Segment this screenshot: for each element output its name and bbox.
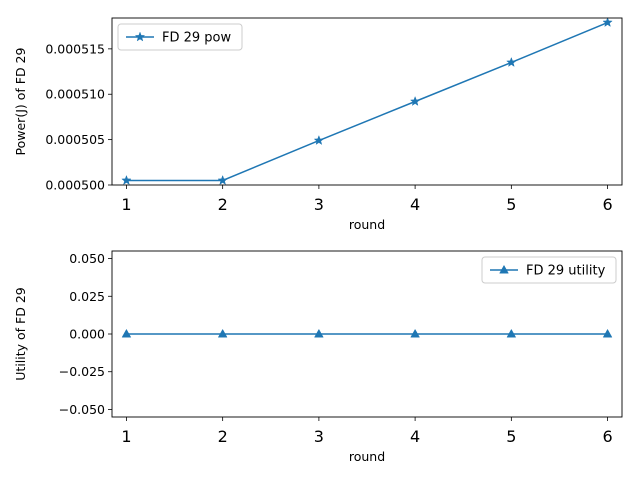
y-tick-label: −0.025 bbox=[59, 364, 105, 379]
data-point bbox=[121, 174, 132, 185]
y-axis-label: Power(J) of FD 29 bbox=[13, 47, 28, 155]
x-tick-label: 2 bbox=[218, 427, 228, 446]
legend-marker bbox=[499, 264, 509, 274]
x-tick-label: 5 bbox=[506, 427, 516, 446]
axes-frame bbox=[111, 250, 623, 418]
x-tick-label: 3 bbox=[314, 195, 324, 214]
axes-frame bbox=[111, 17, 623, 186]
data-point bbox=[602, 328, 613, 338]
legend-box bbox=[117, 23, 243, 51]
legend-label: FD 29 utility bbox=[526, 264, 606, 279]
data-point bbox=[506, 328, 517, 338]
x-tick-label: 3 bbox=[314, 427, 324, 446]
data-point bbox=[314, 328, 324, 338]
power-chart: 1 2 3 4 5 6 0.000500 0.000505 0.000510 0.000515 ro… bbox=[13, 17, 623, 232]
data-point bbox=[506, 56, 517, 67]
legend-label: FD 29 pow bbox=[162, 31, 232, 46]
x-axis-label: round bbox=[349, 449, 385, 464]
y-tick-label: 0.000 bbox=[69, 327, 105, 342]
y-tick-label: 0.000510 bbox=[45, 87, 105, 102]
y-tick-label: 0.025 bbox=[69, 289, 105, 304]
x-tick-label: 4 bbox=[410, 195, 420, 214]
x-tick-label: 6 bbox=[602, 427, 612, 446]
legend-box bbox=[481, 256, 617, 284]
data-point bbox=[602, 17, 613, 27]
legend-marker bbox=[134, 31, 146, 42]
y-tick-label: 0.000500 bbox=[45, 178, 105, 193]
y-axis-label: Utility of FD 29 bbox=[13, 287, 28, 381]
data-point bbox=[313, 135, 325, 145]
series-line bbox=[126, 21, 608, 182]
data-point bbox=[217, 174, 228, 185]
data-point bbox=[217, 328, 228, 338]
x-tick-label: 4 bbox=[410, 427, 420, 446]
x-tick-label: 2 bbox=[218, 195, 228, 214]
utility-chart: 1 2 3 4 5 6 −0.050 −0.025 0.000 0.025 0.050 round Ut… bbox=[13, 250, 623, 464]
data-point bbox=[121, 328, 132, 338]
data-point bbox=[410, 328, 420, 338]
x-tick-label: 5 bbox=[506, 195, 516, 214]
x-tick-label: 6 bbox=[602, 195, 612, 214]
y-tick-label: −0.050 bbox=[59, 402, 105, 417]
data-point bbox=[409, 95, 421, 106]
y-tick-label: 0.000515 bbox=[45, 41, 105, 56]
y-tick-label: 0.000505 bbox=[45, 132, 105, 147]
x-tick-label: 1 bbox=[121, 195, 131, 214]
x-axis-label: round bbox=[349, 217, 385, 232]
x-tick-label: 1 bbox=[121, 427, 131, 446]
y-tick-label: 0.050 bbox=[69, 251, 105, 266]
